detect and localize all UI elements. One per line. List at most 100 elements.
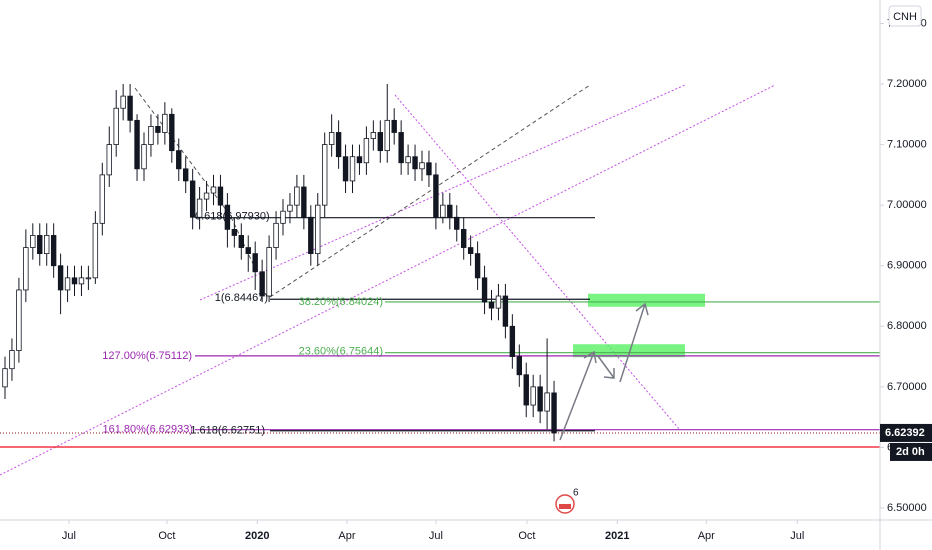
candle-body bbox=[217, 186, 224, 206]
badge-flag bbox=[559, 504, 571, 509]
candle-body bbox=[516, 356, 522, 376]
last-price-tag bbox=[880, 423, 932, 442]
y-tick-label: 7.20000 bbox=[887, 78, 927, 90]
candle-body bbox=[349, 156, 356, 182]
candle-body bbox=[488, 301, 495, 309]
candle-body bbox=[238, 235, 245, 248]
candle-body bbox=[113, 107, 119, 145]
candle-body bbox=[460, 228, 467, 248]
candle-body bbox=[530, 386, 536, 406]
trend-line bbox=[199, 84, 686, 301]
candle-body bbox=[99, 174, 106, 224]
candle-body bbox=[412, 156, 418, 170]
candle-body bbox=[523, 374, 529, 406]
x-tick-label: Oct bbox=[158, 530, 175, 542]
candle-body bbox=[544, 392, 550, 412]
fib-level-label: 1(6.84467) bbox=[215, 292, 268, 304]
candle-body bbox=[64, 277, 71, 291]
candle-body bbox=[322, 144, 328, 206]
y-tick-label: 7.00000 bbox=[887, 199, 927, 211]
arrows bbox=[559, 302, 649, 441]
candle-body bbox=[169, 113, 175, 152]
candle-body bbox=[273, 222, 279, 248]
candle-body bbox=[495, 295, 502, 309]
y-tick-label: 6.50000 bbox=[887, 502, 927, 514]
candles bbox=[2, 84, 557, 442]
candle-body bbox=[405, 156, 411, 164]
candle-body bbox=[419, 162, 425, 170]
arrow-head bbox=[635, 302, 649, 316]
candle-body bbox=[308, 216, 314, 255]
trend-line bbox=[394, 94, 681, 431]
candle-body bbox=[23, 247, 29, 291]
candle-body bbox=[391, 119, 397, 133]
fib-level-label: 0.618(6.97930) bbox=[195, 211, 270, 223]
symbol-box[interactable] bbox=[888, 5, 922, 27]
candle-body bbox=[384, 119, 390, 152]
x-tick-label: Apr bbox=[338, 530, 355, 542]
candle-body bbox=[474, 253, 481, 279]
candle-body bbox=[155, 126, 161, 133]
candle-body bbox=[551, 392, 557, 434]
candle-body bbox=[9, 350, 15, 370]
events-badge[interactable]: 6 bbox=[555, 488, 579, 514]
candle-body bbox=[363, 138, 370, 164]
candle-body bbox=[377, 132, 384, 152]
candle-body bbox=[196, 198, 203, 218]
fib-level-label: 127.00%(6.75112) bbox=[102, 350, 192, 362]
candle-body bbox=[224, 204, 231, 230]
candle-body bbox=[370, 132, 377, 139]
candle-body bbox=[356, 156, 363, 164]
x-tick-label: Apr bbox=[698, 530, 715, 542]
candle-body bbox=[120, 95, 126, 109]
candle-body bbox=[210, 186, 217, 194]
candle-body bbox=[203, 192, 210, 200]
candle-body bbox=[294, 186, 300, 206]
x-tick-label: 2021 bbox=[605, 530, 629, 542]
candle-body bbox=[37, 235, 43, 255]
last-price-label: 6.62392 bbox=[885, 427, 925, 439]
candle-body bbox=[106, 144, 112, 176]
trend-line bbox=[0, 84, 776, 476]
fib-line bbox=[269, 84, 591, 298]
candle-body bbox=[85, 277, 92, 280]
x-tick-label: 2020 bbox=[245, 530, 269, 542]
candle-body bbox=[57, 265, 64, 291]
candle-body bbox=[440, 204, 446, 218]
candle-body bbox=[44, 235, 50, 255]
candle-body bbox=[259, 271, 265, 297]
candle-body bbox=[537, 386, 543, 412]
symbol: CNH bbox=[893, 11, 917, 23]
candle-body bbox=[189, 180, 196, 218]
candle-body bbox=[71, 277, 78, 285]
fib-level-label: 1.618(6.62751) bbox=[190, 425, 265, 437]
candle-body bbox=[398, 132, 404, 164]
candle-body bbox=[481, 277, 488, 303]
candle-body bbox=[231, 228, 238, 236]
candle-body bbox=[335, 132, 342, 158]
countdown-label: 2d 0h bbox=[896, 446, 925, 458]
candle-body bbox=[16, 289, 22, 351]
candle-body bbox=[287, 204, 293, 212]
candle-body bbox=[301, 186, 307, 218]
candle-body bbox=[183, 168, 189, 182]
arrow bbox=[619, 303, 646, 383]
candle-body bbox=[134, 119, 140, 170]
x-tick-label: Jul bbox=[62, 530, 76, 542]
candle-body bbox=[280, 210, 286, 224]
candle-body bbox=[127, 95, 133, 121]
candle-body bbox=[78, 277, 85, 285]
fib-level-label: 38.20%(6.84024) bbox=[299, 296, 383, 308]
fib-level-label: 161.80%(6.62933) bbox=[102, 424, 193, 436]
x-tick-label: Jul bbox=[429, 530, 443, 542]
candle-body bbox=[342, 156, 349, 182]
candle-body bbox=[315, 204, 321, 255]
fib-level-label: 23.60%(6.75644) bbox=[299, 346, 383, 358]
candle-body bbox=[50, 235, 57, 267]
candle-body bbox=[92, 222, 99, 279]
candle-body bbox=[454, 216, 460, 230]
levels: 0.618(6.97930) 1(6.84467) 38.20%(6.84024) 2… bbox=[0, 211, 880, 448]
candle-body bbox=[447, 204, 453, 218]
